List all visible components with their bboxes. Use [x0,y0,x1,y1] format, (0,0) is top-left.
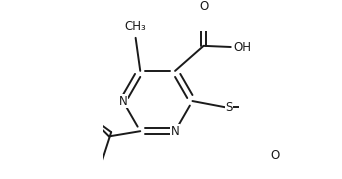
Text: S: S [225,101,233,114]
Text: CH₃: CH₃ [125,20,146,33]
Text: N: N [118,95,127,108]
Text: OH: OH [233,40,251,54]
Text: O: O [271,149,280,162]
Text: O: O [199,0,208,13]
Text: N: N [171,125,180,138]
